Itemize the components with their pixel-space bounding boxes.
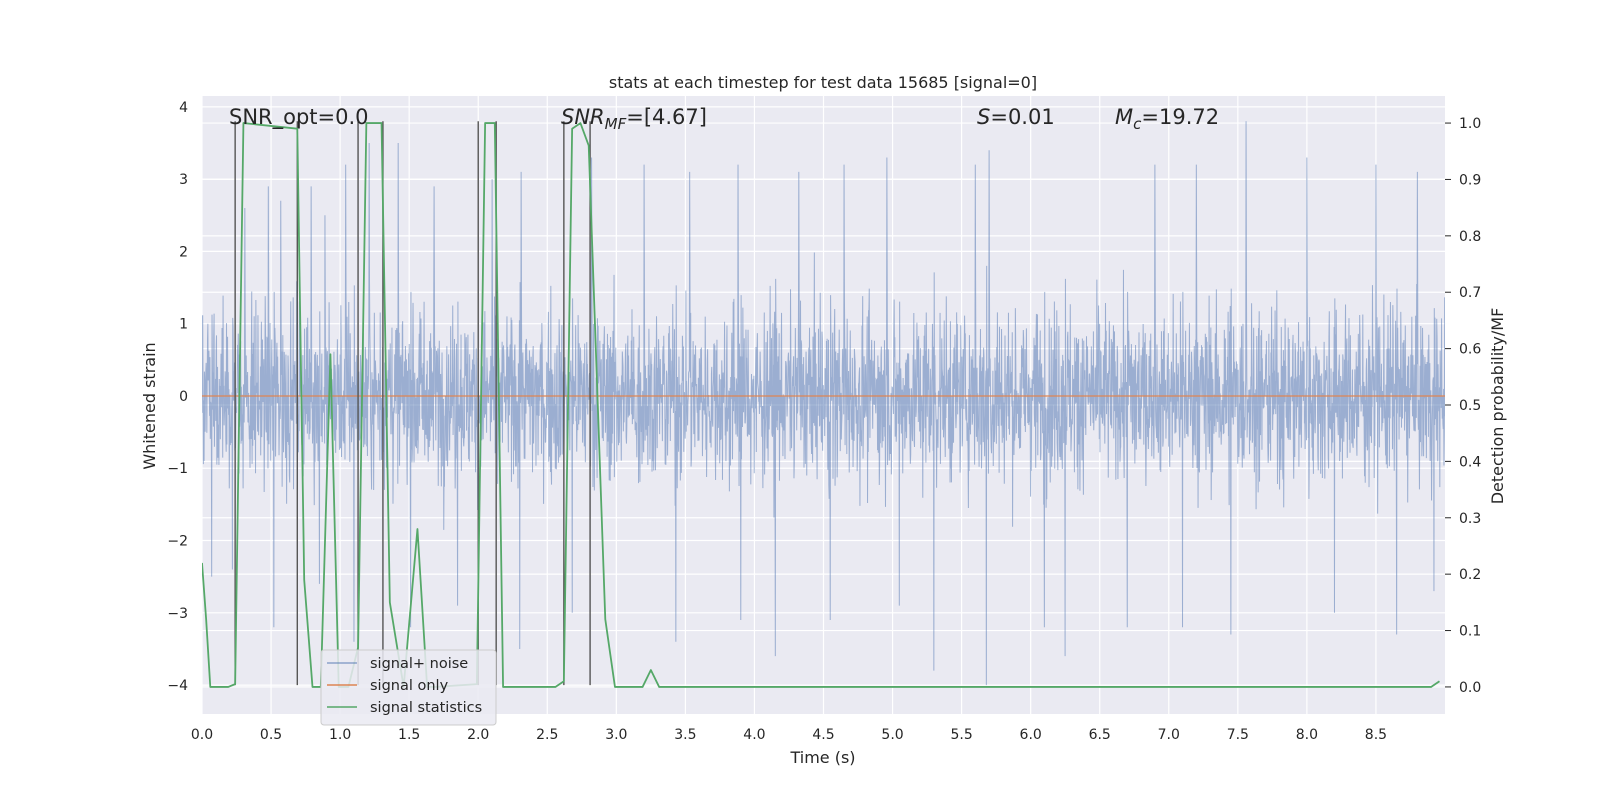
- annotation-mc-subscript: c: [1133, 115, 1142, 133]
- y-right-tick-label-1: 0.9: [1459, 172, 1481, 188]
- y-right-tick-label-5: 0.5: [1459, 398, 1481, 414]
- y-right-axis-label: Detection probability/MF: [1488, 308, 1507, 505]
- annotations: SNR_opt=0.0 SNRMF=[4.67] S=0.01 Mc=19.72: [229, 105, 1219, 133]
- y-right-tick-label-8: 0.2: [1459, 567, 1481, 583]
- annotation-snr-mf-subscript: MF: [605, 115, 627, 133]
- x-tick-label-4: 2.0: [467, 727, 489, 743]
- annotation-s-value: =0.01: [990, 105, 1054, 129]
- y-right-tick-label-0: 1.0: [1459, 116, 1481, 132]
- annotation-mc: Mc=19.72: [1115, 105, 1219, 133]
- y-right-tick-label-7: 0.3: [1459, 511, 1481, 527]
- x-tick-label-14: 7.0: [1158, 727, 1180, 743]
- annotation-snr-mf-value: =[4.67]: [626, 105, 707, 129]
- y-tick-label-3: 1: [179, 317, 188, 333]
- annotation-snr-mf: SNRMF=[4.67]: [561, 105, 707, 133]
- x-tick-label-3: 1.5: [398, 727, 420, 743]
- x-tick-label-8: 4.0: [743, 727, 765, 743]
- annotation-mc-value: =19.72: [1141, 105, 1219, 129]
- y-tick-label-4: 0: [179, 389, 188, 405]
- x-tick-label-15: 7.5: [1227, 727, 1249, 743]
- chart-title: stats at each timestep for test data 156…: [609, 73, 1037, 92]
- y-right-tick-label-2: 0.8: [1459, 229, 1481, 245]
- y-axis-ticks: 4 3 2 1 0 −1 −2 −3 −4: [167, 100, 188, 694]
- signal-noise-line: [202, 121, 1445, 686]
- annotation-mc-symbol: M: [1115, 105, 1133, 129]
- y-tick-label-5: −1: [167, 461, 188, 477]
- annotation-s-symbol: S: [977, 105, 990, 129]
- y-right-tick-label-6: 0.4: [1459, 454, 1481, 470]
- y-axis-label: Whitened strain: [140, 342, 159, 469]
- y-tick-label-1: 3: [179, 172, 188, 188]
- x-tick-label-0: 0.0: [191, 727, 213, 743]
- y-tick-label-7: −3: [167, 606, 188, 622]
- y-tick-label-8: −4: [167, 678, 188, 694]
- x-tick-label-11: 5.5: [950, 727, 972, 743]
- y-tick-label-0: 4: [179, 100, 188, 116]
- y-right-axis-ticks: 1.0 0.9 0.8 0.7 0.6 0.5 0.4 0.3 0.2 0.1 0.0: [1445, 116, 1481, 696]
- x-tick-label-12: 6.0: [1020, 727, 1042, 743]
- annotation-s: S=0.01: [977, 105, 1055, 129]
- x-tick-label-17: 8.5: [1365, 727, 1387, 743]
- legend-box: [320, 649, 497, 726]
- legend: signal+ noise signal only signal statist…: [320, 649, 497, 726]
- y-right-tick-label-9: 0.1: [1459, 624, 1481, 640]
- x-tick-label-13: 6.5: [1089, 727, 1111, 743]
- x-tick-label-7: 3.5: [674, 727, 696, 743]
- x-tick-label-10: 5.0: [881, 727, 903, 743]
- y-right-tick-label-4: 0.6: [1459, 342, 1481, 358]
- y-right-tick-label-10: 0.0: [1459, 680, 1481, 696]
- x-axis-ticks: 0.0 0.5 1.0 1.5 2.0 2.5 3.0 3.5 4.0 4.5 5.0 5.5 6.0 6…: [191, 727, 1387, 743]
- x-tick-label-2: 1.0: [329, 727, 351, 743]
- x-tick-label-6: 3.0: [605, 727, 627, 743]
- y-tick-label-6: −2: [167, 534, 188, 550]
- annotation-snr-mf-symbol: SNR: [561, 105, 605, 129]
- x-tick-label-5: 2.5: [536, 727, 558, 743]
- annotation-snr-opt: SNR_opt=0.0: [229, 105, 369, 130]
- x-axis-label: Time (s): [789, 748, 855, 767]
- x-tick-label-1: 0.5: [260, 727, 282, 743]
- x-tick-label-16: 8.0: [1296, 727, 1318, 743]
- legend-label-signal-statistics: signal statistics: [370, 700, 482, 716]
- y-right-tick-label-3: 0.7: [1459, 285, 1481, 301]
- legend-label-signal-only: signal only: [370, 678, 449, 694]
- legend-label-signal-noise: signal+ noise: [370, 656, 468, 672]
- series-signal-noise: [202, 121, 1445, 686]
- x-tick-label-9: 4.5: [812, 727, 834, 743]
- y-tick-label-2: 2: [179, 244, 188, 260]
